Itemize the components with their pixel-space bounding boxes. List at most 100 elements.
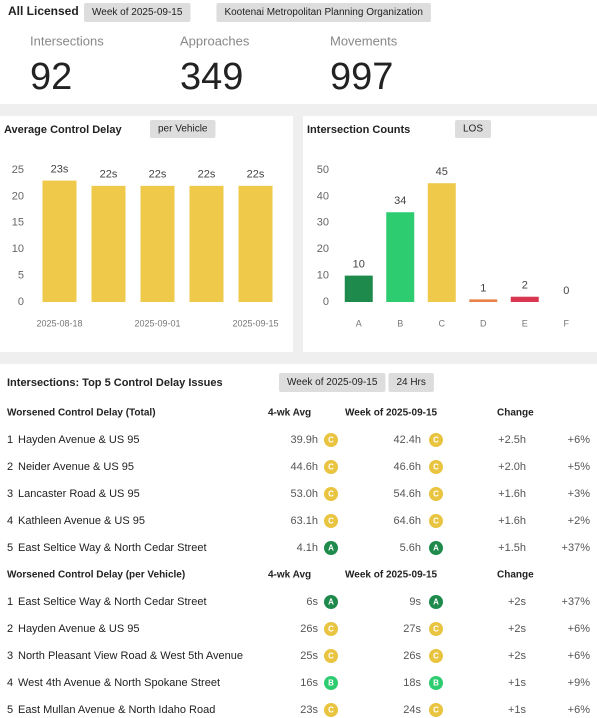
row-name[interactable]: Hayden Avenue & US 95	[18, 623, 140, 635]
row-rank: 5	[7, 704, 13, 716]
y-tick-label: 20	[12, 190, 24, 202]
los-badge	[429, 676, 443, 690]
los-badge-label: C	[433, 706, 439, 715]
row-rank: 1	[7, 434, 13, 446]
los-badge	[429, 595, 443, 609]
x-tick-label: B	[397, 318, 403, 328]
los-badge-label: C	[328, 517, 334, 526]
value-label: 22s	[247, 169, 265, 181]
y-tick-label: 0	[18, 296, 24, 308]
los-badge	[324, 622, 338, 636]
bar	[238, 185, 273, 302]
y-tick-label: 20	[317, 243, 329, 255]
change-percent: +37%	[562, 542, 591, 554]
row-rank: 4	[7, 677, 13, 689]
value-label: 22s	[198, 169, 216, 181]
x-tick-label: F	[564, 318, 570, 328]
change-value: +2s	[508, 596, 527, 608]
avg-value: 16s	[300, 677, 318, 689]
los-badge-label: C	[433, 517, 439, 526]
column-header: 4-wk Avg	[268, 408, 311, 419]
change-percent: +6%	[568, 704, 591, 716]
avg-value: 4.1h	[297, 542, 318, 554]
los-badge	[324, 595, 338, 609]
los-badge-label: C	[433, 652, 439, 661]
x-tick-label: E	[522, 318, 528, 328]
los-badge	[324, 649, 338, 663]
avg-value: 63.1h	[290, 515, 318, 527]
y-tick-label: 50	[317, 164, 329, 176]
column-header: Week of 2025-09-15	[345, 408, 438, 419]
row-name[interactable]: East Seltice Way & North Cedar Street	[18, 542, 207, 554]
change-percent: +6%	[568, 623, 591, 635]
bar	[344, 275, 373, 302]
filter-chip-label: Week of 2025-09-15	[287, 377, 378, 388]
row-name[interactable]: East Seltice Way & North Cedar Street	[18, 596, 207, 608]
page-title: All Licensed	[8, 4, 79, 18]
bar	[510, 296, 539, 302]
avg-value: 25s	[300, 650, 318, 662]
row-rank: 3	[7, 650, 13, 662]
change-value: +1s	[508, 677, 527, 689]
change-value: +2.5h	[498, 434, 526, 446]
change-percent: +37%	[562, 596, 591, 608]
y-tick-label: 15	[12, 217, 24, 229]
change-value: +1s	[508, 704, 527, 716]
avg-value: 44.6h	[290, 461, 318, 473]
row-rank: 1	[7, 596, 13, 608]
row-name[interactable]: East Mullan Avenue & North Idaho Road	[18, 704, 215, 716]
filter-chip[interactable]	[279, 373, 386, 392]
los-badge-label: C	[328, 436, 334, 445]
value-label: 0	[563, 285, 569, 297]
row-name[interactable]: Lancaster Road & US 95	[18, 488, 140, 500]
los-badge	[324, 460, 338, 474]
change-value: +1.6h	[498, 515, 526, 527]
row-name[interactable]: North Pleasant View Road & West 5th Aven…	[18, 650, 243, 662]
row-rank: 4	[7, 515, 13, 527]
row-name[interactable]: Neider Avenue & US 95	[18, 461, 134, 473]
chart-title: Intersection Counts	[307, 124, 410, 136]
filter-chip[interactable]	[455, 120, 492, 138]
week-value: 54.6h	[393, 488, 421, 500]
filter-chip[interactable]	[150, 120, 216, 138]
filter-chip[interactable]	[216, 3, 431, 22]
y-tick-label: 40	[317, 190, 329, 202]
avg-value: 53.0h	[290, 488, 318, 500]
row-name[interactable]: Kathleen Avenue & US 95	[18, 515, 145, 527]
change-value: +1.6h	[498, 488, 526, 500]
los-badge-label: C	[328, 706, 334, 715]
column-header: 4-wk Avg	[268, 570, 311, 581]
row-name[interactable]: West 4th Avenue & North Spokane Street	[18, 677, 220, 689]
avg-value: 6s	[306, 596, 318, 608]
value-label: 34	[394, 195, 406, 207]
los-badge	[324, 433, 338, 447]
los-badge-label: B	[433, 679, 439, 688]
kpi-value: 997	[330, 56, 393, 98]
value-label: 2	[522, 280, 528, 292]
los-badge	[324, 487, 338, 501]
los-badge-label: C	[328, 463, 334, 472]
los-badge-label: C	[328, 625, 334, 634]
los-badge	[429, 514, 443, 528]
column-header: Change	[497, 570, 534, 581]
change-percent: +6%	[568, 434, 591, 446]
column-header: Change	[497, 408, 534, 419]
row-name[interactable]: Hayden Avenue & US 95	[18, 434, 140, 446]
los-badge-label: C	[433, 490, 439, 499]
los-badge	[324, 541, 338, 555]
x-tick-label: C	[439, 318, 446, 328]
x-tick-label: 2025-08-18	[36, 318, 82, 328]
change-value: +2s	[508, 650, 527, 662]
week-value: 5.6h	[400, 542, 421, 554]
los-badge-label: A	[328, 544, 334, 553]
x-tick-label: A	[356, 318, 362, 328]
avg-value: 23s	[300, 704, 318, 716]
filter-chip[interactable]	[84, 3, 191, 22]
los-badge	[429, 541, 443, 555]
x-tick-label: D	[480, 318, 487, 328]
los-badge	[429, 703, 443, 717]
value-label: 23s	[51, 163, 69, 175]
change-percent: +2%	[568, 515, 591, 527]
filter-chip[interactable]	[388, 373, 434, 392]
